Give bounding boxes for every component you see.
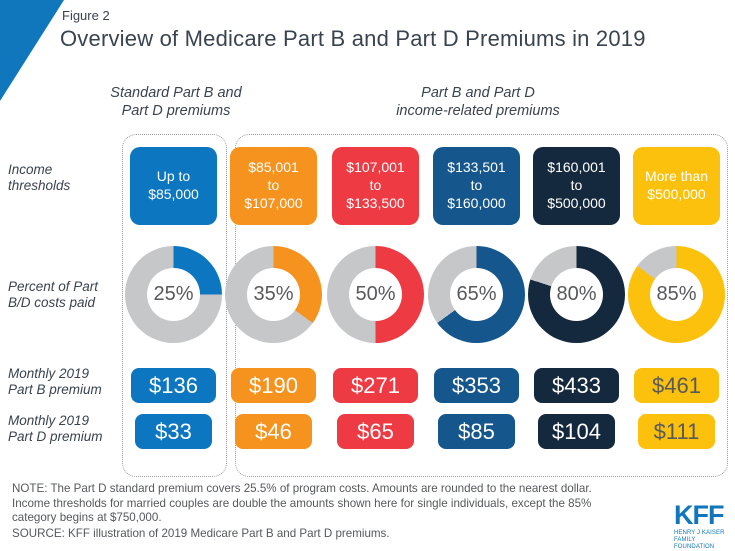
group-header-standard: Standard Part B and Part D premiums xyxy=(110,85,242,120)
part-d-premium-badge: $104 xyxy=(538,414,615,449)
part-d-premium-badge: $65 xyxy=(337,414,414,449)
part-b-premium-badge: $353 xyxy=(434,368,519,403)
part-b-premium-badge: $271 xyxy=(333,368,418,403)
percent-value: 85% xyxy=(656,283,697,305)
corner-triangle-icon xyxy=(0,0,64,101)
part-b-premium-badge: $136 xyxy=(131,368,216,403)
part-d-premium-badge: $85 xyxy=(438,414,515,449)
row-label-part-d-premium: Monthly 2019 Part D premium xyxy=(8,413,103,445)
note-text: NOTE: The Part D standard premium covers… xyxy=(12,482,592,525)
donut-hole: 25% xyxy=(147,268,200,321)
income-threshold-badge: $133,501 to $160,000 xyxy=(433,147,520,225)
donut-hole: 35% xyxy=(247,268,300,321)
source-text: SOURCE: KFF illustration of 2019 Medicar… xyxy=(12,527,390,540)
column-more-than-500000: More than $500,000 85% $461 $111 xyxy=(628,0,725,551)
income-threshold-badge: Up to $85,000 xyxy=(130,147,217,225)
column-up-to-85000: Up to $85,000 25% $136 $33 xyxy=(125,0,222,551)
income-threshold-badge: $160,001 to $500,000 xyxy=(533,147,620,225)
part-d-premium-badge: $46 xyxy=(235,414,312,449)
donut-hole: 80% xyxy=(550,268,603,321)
percent-value: 80% xyxy=(556,283,597,305)
donut-chart-85: 85% xyxy=(628,246,725,343)
kff-logo-text: KFF xyxy=(674,500,724,530)
income-threshold-badge: $85,001 to $107,000 xyxy=(230,147,317,225)
donut-hole: 85% xyxy=(650,268,703,321)
part-b-premium-badge: $461 xyxy=(634,368,719,403)
percent-value: 35% xyxy=(253,283,294,305)
kff-logo: KFF HENRY J KAISER FAMILY FOUNDATION xyxy=(674,502,730,551)
income-threshold-badge: More than $500,000 xyxy=(633,147,720,225)
income-threshold-badge: $107,001 to $133,500 xyxy=(332,147,419,225)
percent-value: 50% xyxy=(355,283,396,305)
part-b-premium-badge: $190 xyxy=(231,368,316,403)
kff-logo-tagline: HENRY J KAISER FAMILY FOUNDATION xyxy=(674,530,725,550)
percent-value: 25% xyxy=(153,283,194,305)
column-160001-500000: $160,001 to $500,000 80% $433 $104 xyxy=(528,0,625,551)
row-label-income-thresholds: Income thresholds xyxy=(8,162,71,194)
donut-chart-80: 80% xyxy=(528,246,625,343)
column-133501-160000: $133,501 to $160,000 65% $353 $85 xyxy=(428,0,525,551)
column-107001-133500: $107,001 to $133,500 50% $271 $65 xyxy=(327,0,424,551)
row-label-percent-costs-paid: Percent of Part B/D costs paid xyxy=(8,279,99,311)
part-d-premium-badge: $111 xyxy=(638,414,715,449)
part-b-premium-badge: $433 xyxy=(534,368,619,403)
page-title: Overview of Medicare Part B and Part D P… xyxy=(60,26,646,51)
row-label-part-b-premium: Monthly 2019 Part B premium xyxy=(8,366,102,398)
part-d-premium-badge: $33 xyxy=(135,414,212,449)
donut-chart-65: 65% xyxy=(428,246,525,343)
column-85001-107000: $85,001 to $107,000 35% $190 $46 xyxy=(225,0,322,551)
donut-chart-50: 50% xyxy=(327,246,424,343)
group-header-income-related: Part B and Part D income-related premium… xyxy=(396,85,560,120)
donut-chart-25: 25% xyxy=(125,246,222,343)
percent-value: 65% xyxy=(456,283,497,305)
donut-hole: 50% xyxy=(349,268,402,321)
figure-label: Figure 2 xyxy=(62,8,110,23)
donut-hole: 65% xyxy=(450,268,503,321)
donut-chart-35: 35% xyxy=(225,246,322,343)
